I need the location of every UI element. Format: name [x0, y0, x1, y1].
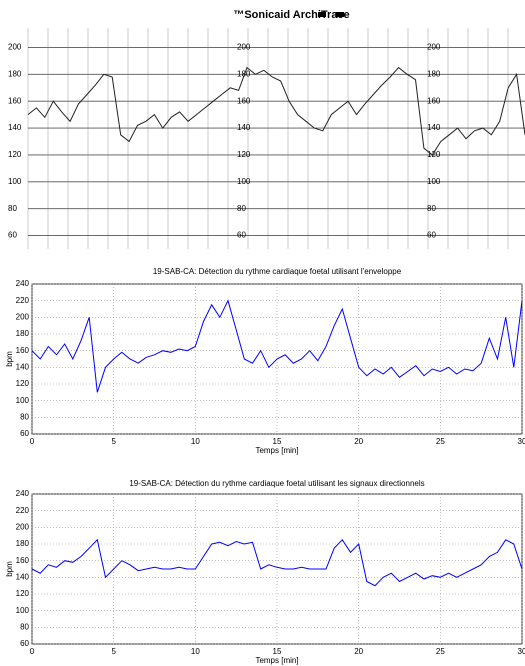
y-tick-label: 100 — [16, 606, 30, 615]
y-tick-label: 60 — [237, 231, 246, 240]
y-tick-label: 120 — [8, 150, 22, 159]
x-tick-label: 10 — [191, 437, 200, 446]
y-tick-label: 140 — [237, 123, 251, 132]
y-tick-label: 160 — [8, 96, 22, 105]
chart-title: 19-SAB-CA: Détection du rythme cardiaque… — [129, 479, 424, 488]
x-tick-label: 25 — [436, 437, 445, 446]
header-mark — [318, 12, 326, 17]
y-axis-label: bpm — [5, 351, 14, 367]
x-tick-label: 0 — [30, 647, 35, 656]
y-tick-label: 200 — [16, 312, 30, 321]
x-tick-label: 20 — [354, 647, 363, 656]
x-tick-label: 10 — [191, 647, 200, 656]
y-tick-label: 60 — [20, 429, 29, 438]
y-tick-label: 200 — [8, 43, 22, 52]
x-tick-label: 30 — [518, 647, 525, 656]
x-tick-label: 25 — [436, 647, 445, 656]
y-tick-label: 100 — [8, 177, 22, 186]
y-tick-label: 200 — [237, 43, 251, 52]
y-tick-label: 80 — [427, 204, 436, 213]
y-tick-label: 120 — [237, 150, 251, 159]
chart-title: ™Sonicaid ArchiTrace — [233, 9, 349, 21]
x-tick-label: 20 — [354, 437, 363, 446]
x-tick-label: 0 — [30, 437, 35, 446]
y-tick-label: 100 — [427, 177, 441, 186]
header-mark — [336, 12, 344, 17]
y-tick-label: 220 — [16, 296, 30, 305]
y-tick-label: 120 — [16, 589, 30, 598]
y-tick-label: 200 — [16, 522, 30, 531]
y-tick-label: 160 — [16, 346, 30, 355]
chart-title: 19-SAB-CA: Détection du rythme cardiaque… — [153, 267, 402, 276]
y-tick-label: 180 — [16, 329, 30, 338]
y-axis-label: bpm — [5, 561, 14, 577]
x-tick-label: 5 — [111, 437, 116, 446]
series-line — [31, 299, 523, 393]
y-tick-label: 160 — [237, 96, 251, 105]
y-tick-label: 60 — [427, 231, 436, 240]
y-tick-label: 240 — [16, 489, 30, 498]
y-tick-label: 140 — [8, 123, 22, 132]
y-tick-label: 180 — [8, 69, 22, 78]
series-line — [31, 538, 523, 587]
y-tick-label: 100 — [237, 177, 251, 186]
y-tick-label: 100 — [16, 396, 30, 405]
y-tick-label: 120 — [16, 379, 30, 388]
x-axis-label: Temps [min] — [255, 656, 298, 665]
y-tick-label: 140 — [16, 572, 30, 581]
x-tick-label: 15 — [273, 647, 282, 656]
y-tick-label: 80 — [8, 204, 17, 213]
y-tick-label: 80 — [20, 412, 29, 421]
y-tick-label: 180 — [16, 539, 30, 548]
x-tick-label: 5 — [111, 647, 116, 656]
x-tick-label: 15 — [273, 437, 282, 446]
y-tick-label: 240 — [16, 279, 30, 288]
y-tick-label: 180 — [427, 69, 441, 78]
y-tick-label: 200 — [427, 43, 441, 52]
y-tick-label: 120 — [427, 150, 441, 159]
x-axis-label: Temps [min] — [255, 446, 298, 455]
y-tick-label: 160 — [427, 96, 441, 105]
y-tick-label: 80 — [20, 622, 29, 631]
y-tick-label: 180 — [237, 69, 251, 78]
y-tick-label: 140 — [16, 362, 30, 371]
y-tick-label: 140 — [427, 123, 441, 132]
y-tick-label: 80 — [237, 204, 246, 213]
series-line — [27, 66, 525, 156]
x-tick-label: 30 — [518, 437, 525, 446]
y-tick-label: 160 — [16, 556, 30, 565]
y-tick-label: 220 — [16, 506, 30, 515]
y-tick-label: 60 — [8, 231, 17, 240]
y-tick-label: 60 — [20, 639, 29, 648]
